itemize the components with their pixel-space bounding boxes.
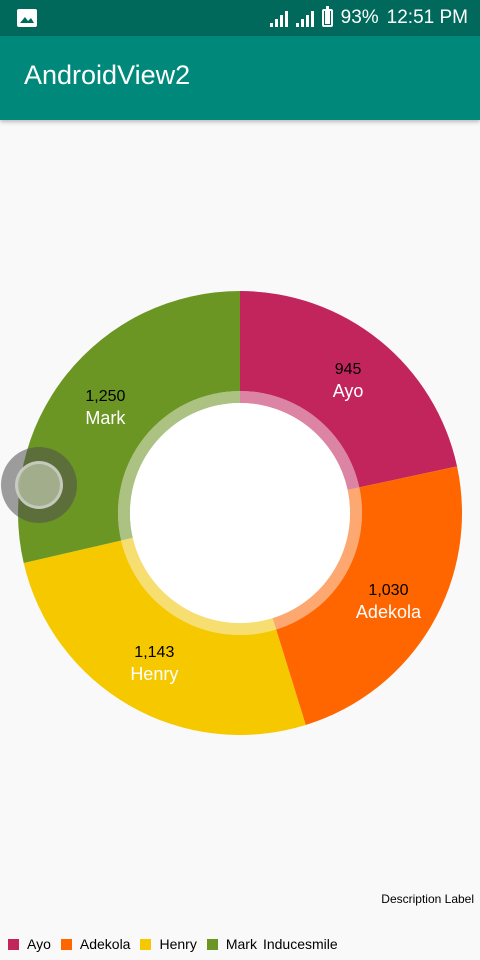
legend-label: Mark [225,936,257,952]
battery-icon [321,6,333,27]
slice-inner-band-ayo [240,391,360,490]
slice-ayo[interactable] [240,291,458,488]
slice-value-label: 1,143 [134,644,174,661]
slice-inner-band-henry [121,537,277,636]
legend-item-mark: Mark [206,936,257,952]
legend-label: Ayo [27,936,51,952]
legend-swatch [140,938,152,950]
slice-value-label: 1,030 [368,582,408,599]
donut-hole [130,403,350,623]
legend-swatch [206,938,218,950]
touch-indicator [1,447,77,523]
chart-legend: Ayo Adekola Henry Mark Inducesmile [8,936,338,952]
image-notification-icon [17,9,37,27]
legend-item-adekola: Adekola [60,936,131,952]
slice-inner-band-mark [118,391,240,541]
donut-chart[interactable]: 945 Ayo 1,030 Adekola 1,143 Henry 1,250 Mark [0,120,480,940]
slice-henry[interactable] [23,540,306,736]
slice-value-label: 945 [335,361,362,378]
legend-swatch [8,938,19,950]
status-bar: 93% 12:51 PM [0,0,480,36]
legend-item-ayo: Ayo [8,936,51,952]
legend-label: Henry [159,936,197,952]
signal-icon [269,9,288,27]
battery-percent: 93% [340,7,379,28]
slice-value-label: 1,250 [85,388,125,405]
legend-label: Adekola [79,936,131,952]
slice-name-label: Henry [130,664,178,684]
slice-name-label: Ayo [333,381,364,401]
slice-inner-band-adekola [272,487,362,630]
app-title: AndroidView2 [24,60,191,90]
chart-description: Description Label [381,892,474,906]
clock: 12:51 PM [386,7,468,28]
slice-adekola[interactable] [276,466,463,726]
status-icons: 93% 12:51 PM [269,6,468,30]
legend-item-henry: Henry [140,936,197,952]
signal-2-icon [295,9,314,27]
legend-title: Inducesmile [262,936,338,952]
legend-swatch [60,938,72,950]
slice-name-label: Mark [85,408,126,428]
slice-name-label: Adekola [356,602,422,622]
app-bar: AndroidView2 [0,36,480,120]
